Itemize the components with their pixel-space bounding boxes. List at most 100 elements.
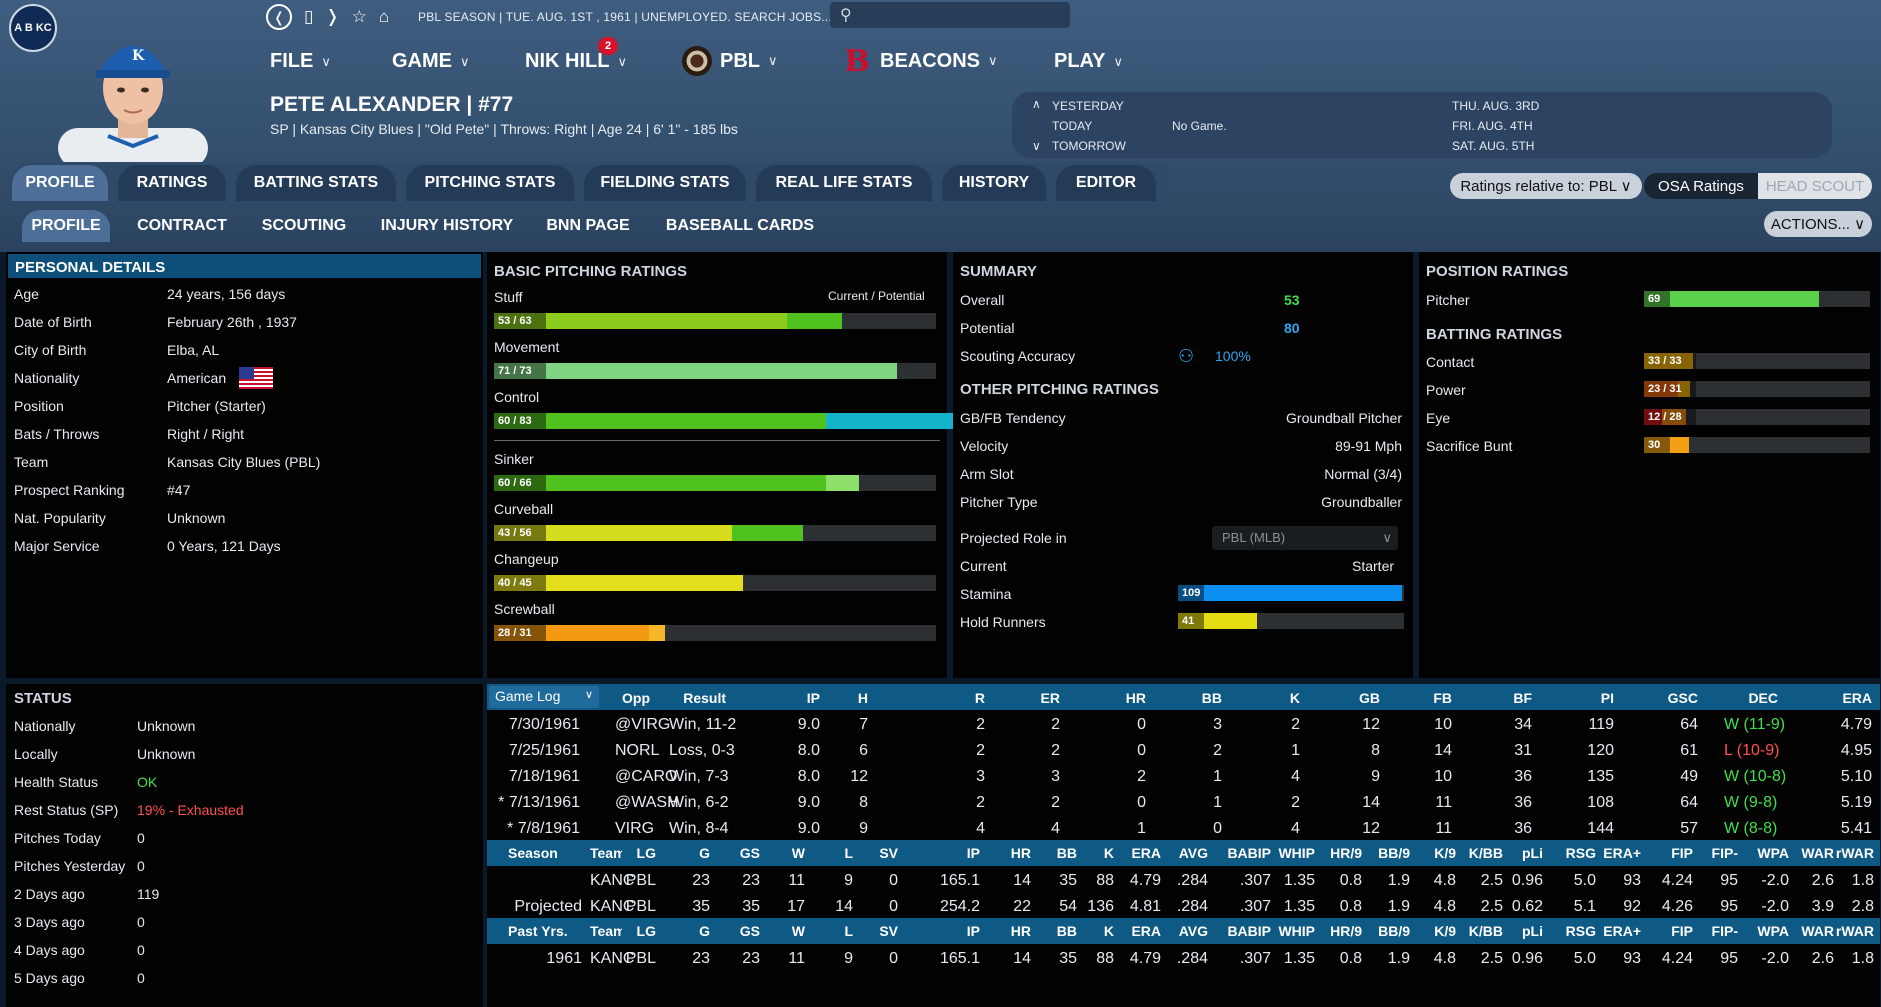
season-col-header[interactable]: WAR [1801,845,1834,861]
season-col-header[interactable]: AVG [1178,845,1208,861]
gamelog-select[interactable]: Game Log ∨ [489,686,599,708]
gamelog-col-header[interactable]: DEC [1748,690,1778,706]
ratings-relative-select[interactable]: Ratings relative to: PBL ∨ [1450,173,1642,199]
gamelog-col-header[interactable]: ERA [1842,690,1872,706]
menu-user[interactable]: NIK HILL ∨ [525,50,627,72]
season-col-header[interactable]: GS [739,845,760,861]
star-icon[interactable]: ☆ [351,7,367,26]
past-col-header[interactable]: ERA+ [1603,923,1641,939]
menu-team[interactable]: B BEACONS ∨ [842,44,997,79]
search-input[interactable] [859,7,1050,23]
subtab-injury-history[interactable]: INJURY HISTORY [380,217,514,234]
gamelog-col-header[interactable]: GSC [1667,690,1698,706]
head-scout-toggle[interactable]: HEAD SCOUT [1758,173,1872,199]
past-col-header[interactable]: Past Yrs. [508,923,568,939]
menu-file[interactable]: FILE ∨ [270,50,331,72]
season-col-header[interactable]: K [1103,845,1114,861]
past-col-header[interactable]: K/9 [1434,923,1456,939]
past-col-header[interactable]: GS [739,923,760,939]
past-col-header[interactable]: HR [1010,923,1031,939]
menu-league[interactable]: PBL ∨ [682,46,778,76]
gamelog-col-header[interactable]: GB [1359,690,1380,706]
page-icon[interactable]: ▯ [304,7,314,26]
tab-profile[interactable]: PROFILE [12,165,108,201]
season-col-header[interactable]: RSG [1565,845,1596,861]
gamelog-col-header[interactable]: Result [683,690,726,706]
season-col-header[interactable]: G [699,845,710,861]
season-col-header[interactable]: K/9 [1434,845,1456,861]
season-col-header[interactable]: FIP- [1711,845,1738,861]
subtab-scouting[interactable]: SCOUTING [261,217,347,234]
past-col-header[interactable]: K [1103,923,1114,939]
down-arrow-icon[interactable]: ∨ [1032,139,1041,153]
past-col-header[interactable]: BABIP [1227,923,1271,939]
season-col-header[interactable]: WPA [1757,845,1789,861]
forward-icon[interactable]: ❭ [325,7,340,26]
gamelog-col-header[interactable]: IP [806,690,820,706]
past-col-header[interactable]: FIP- [1711,923,1738,939]
gamelog-col-header[interactable]: H [857,690,868,706]
season-col-header[interactable]: Season [508,845,558,861]
past-col-header[interactable]: RSG [1565,923,1596,939]
gamelog-col-header[interactable]: ER [1040,690,1060,706]
season-col-header[interactable]: BB [1056,845,1077,861]
past-col-header[interactable]: IP [966,923,980,939]
tab-real-life-stats[interactable]: REAL LIFE STATS [756,165,932,201]
actions-button[interactable]: ACTIONS... ∨ [1764,211,1872,237]
subtab-contract[interactable]: CONTRACT [137,217,227,234]
season-col-header[interactable]: FIP [1671,845,1693,861]
gamelog-col-header[interactable]: HR [1125,690,1146,706]
past-col-header[interactable]: LG [636,923,656,939]
past-col-header[interactable]: WPA [1757,923,1789,939]
gamelog-col-header[interactable]: PI [1600,690,1614,706]
season-col-header[interactable]: pLi [1522,845,1543,861]
past-col-header[interactable]: FIP [1671,923,1693,939]
team-logo-icon[interactable]: A B KC [9,4,57,52]
home-icon[interactable]: ⌂ [378,7,390,26]
past-col-header[interactable]: Team [590,923,622,939]
past-col-header[interactable]: K/BB [1468,923,1503,939]
past-col-header[interactable]: HR/9 [1330,923,1362,939]
past-col-header[interactable]: WHIP [1278,923,1315,939]
tab-pitching-stats[interactable]: PITCHING STATS [406,165,574,201]
season-col-header[interactable]: LG [636,845,656,861]
subtab-bnn-page[interactable]: BNN PAGE [546,217,630,234]
past-col-header[interactable]: AVG [1178,923,1208,939]
gamelog-col-header[interactable]: BF [1513,690,1532,706]
past-col-header[interactable]: pLi [1522,923,1543,939]
subtab-profile[interactable]: PROFILE [22,210,110,242]
past-col-header[interactable]: BB/9 [1378,923,1410,939]
season-col-header[interactable]: K/BB [1468,845,1503,861]
season-col-header[interactable]: SV [879,845,898,861]
season-col-header[interactable]: BB/9 [1378,845,1410,861]
season-col-header[interactable]: BABIP [1227,845,1271,861]
back-icon[interactable]: ❬ [266,4,292,30]
season-col-header[interactable]: L [844,845,853,861]
season-col-header[interactable]: W [791,845,805,861]
season-col-header[interactable]: HR [1010,845,1031,861]
past-col-header[interactable]: WAR [1801,923,1834,939]
gamelog-col-header[interactable]: R [974,690,985,706]
past-col-header[interactable]: ERA [1131,923,1161,939]
past-col-header[interactable]: G [699,923,710,939]
season-status-text[interactable]: PBL SEASON | TUE. AUG. 1ST , 1961 | UNEM… [418,10,832,24]
tab-fielding-stats[interactable]: FIELDING STATS [584,165,746,201]
subtab-baseball-cards[interactable]: BASEBALL CARDS [665,217,815,234]
up-arrow-icon[interactable]: ∧ [1032,97,1041,111]
past-col-header[interactable]: rWAR [1835,923,1874,939]
gamelog-col-header[interactable]: Opp [622,690,650,706]
menu-game[interactable]: GAME ∨ [392,50,470,72]
past-col-header[interactable]: W [791,923,805,939]
past-col-header[interactable]: SV [879,923,898,939]
season-col-header[interactable]: IP [966,845,980,861]
gamelog-col-header[interactable]: BB [1201,690,1222,706]
gamelog-col-header[interactable]: K [1289,690,1300,706]
projected-role-select[interactable]: PBL (MLB) ∨ [1212,526,1398,550]
search-box[interactable]: ⚲ [830,2,1070,28]
tab-ratings[interactable]: RATINGS [118,165,226,201]
past-col-header[interactable]: BB [1056,923,1077,939]
past-col-header[interactable]: L [844,923,853,939]
menu-play[interactable]: PLAY ∨ [1054,50,1124,72]
season-col-header[interactable]: ERA [1131,845,1161,861]
season-col-header[interactable]: ERA+ [1603,845,1641,861]
